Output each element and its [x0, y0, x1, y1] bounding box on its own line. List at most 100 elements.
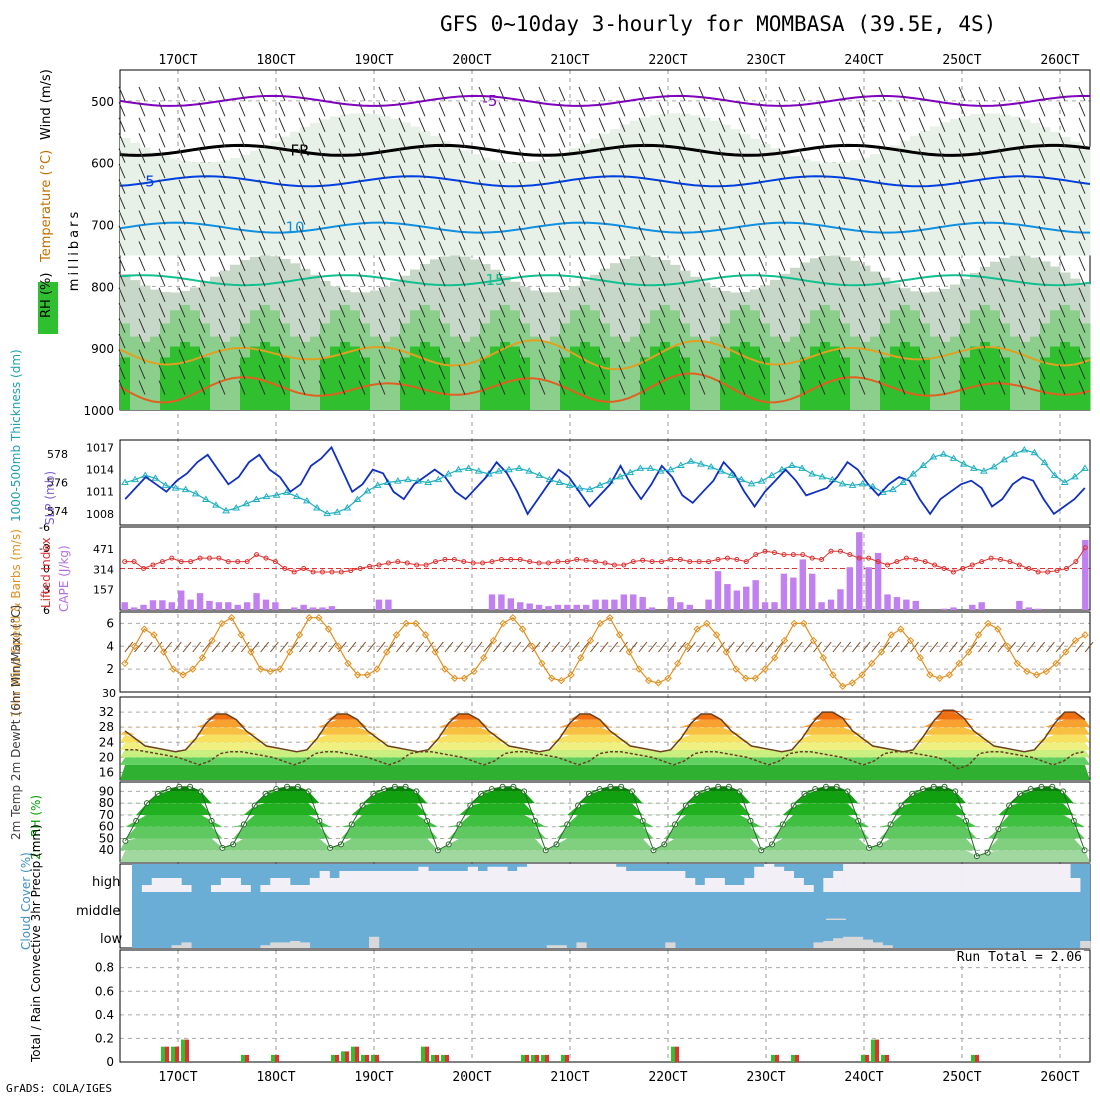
- cloud-category-labels: high middle low: [76, 875, 123, 947]
- rh-band-mid: [470, 259, 481, 410]
- wind-barb: [638, 380, 646, 395]
- cloud-cell: [833, 871, 844, 892]
- precip-convective-bar: [165, 1046, 169, 1062]
- wind-barb: [698, 318, 706, 333]
- wind-barb: [658, 333, 666, 349]
- li-point: [254, 552, 260, 558]
- wind-barb: [198, 303, 206, 318]
- wind-barb: [158, 241, 166, 256]
- isotherm-line: [119, 175, 1091, 188]
- wind-barb: [238, 163, 246, 179]
- wind-barb: [238, 333, 246, 349]
- wind-barb: [118, 148, 126, 163]
- label-rh: RH (%): [39, 273, 54, 318]
- wind-barb: [318, 349, 326, 364]
- wind-barb: [318, 318, 326, 333]
- precip-total-bar: [361, 1054, 365, 1062]
- rh-band-low: [570, 148, 581, 256]
- rh2m-point: [122, 837, 129, 844]
- wind-barb: [858, 102, 866, 117]
- wind-barb: [578, 163, 586, 179]
- wind-barb: [378, 256, 386, 272]
- cape-bar: [790, 577, 797, 610]
- thickness-point: [858, 479, 867, 487]
- slp-tick-label: 1017: [86, 441, 114, 454]
- cloud-cell: [1040, 864, 1051, 892]
- surface-wind-barb: [493, 641, 502, 653]
- wind-barb: [978, 380, 986, 395]
- cape-bar: [733, 590, 741, 610]
- wind-barb: [1038, 86, 1046, 102]
- wind-barb: [198, 349, 206, 364]
- wind-barb: [198, 163, 206, 179]
- cloud-cell: [556, 945, 567, 948]
- wind-barb: [738, 349, 746, 364]
- li-point: [282, 566, 288, 571]
- wind-barb: [538, 287, 546, 303]
- wind-barb: [178, 256, 186, 272]
- cloud-cell: [546, 864, 557, 892]
- wind-barb: [798, 86, 806, 102]
- wind-barb: [118, 349, 126, 364]
- wind-barb: [378, 210, 386, 225]
- wind-barb: [358, 272, 366, 287]
- wind-barb: [838, 179, 846, 194]
- rh-band-low: [300, 127, 311, 256]
- wind-barb: [338, 225, 346, 241]
- wind-barb: [238, 272, 246, 287]
- wind-barb: [958, 272, 966, 287]
- wind-barb: [558, 179, 566, 194]
- wind-barb: [138, 287, 146, 303]
- surface-wind-barb: [599, 641, 609, 653]
- wind-barb: [358, 241, 366, 256]
- wind-barb: [678, 163, 686, 179]
- precip-total-bar: [861, 1054, 865, 1062]
- wind-barb: [138, 333, 146, 349]
- wind-barb: [458, 303, 466, 318]
- rh-band-low: [230, 157, 241, 256]
- surface-wind-barb: [366, 641, 376, 653]
- rh-band-saturated: [1040, 357, 1051, 410]
- wind-barb: [298, 194, 306, 210]
- wind-barb: [458, 210, 466, 225]
- wind-barb: [998, 117, 1006, 133]
- precip-total-bar: [561, 1054, 565, 1062]
- wind-barb: [818, 179, 826, 194]
- wind-barb: [118, 364, 126, 380]
- slp-tick-label: 1014: [86, 464, 114, 477]
- rh-band-low: [770, 148, 781, 256]
- wind-barb: [418, 380, 426, 395]
- precip-total-bar: [671, 1046, 675, 1062]
- wind-barb: [678, 133, 686, 148]
- cape-bar: [1025, 607, 1032, 610]
- wind-barb: [518, 148, 526, 163]
- wind-barb: [698, 163, 706, 179]
- surface-wind-barb: [890, 641, 900, 653]
- surface-wind-barb: [861, 641, 871, 653]
- wind-barb: [798, 102, 806, 117]
- wind-barb: [278, 133, 286, 148]
- wind-barb: [198, 333, 206, 349]
- wind-barb: [518, 256, 526, 272]
- rh-band-mid: [620, 258, 631, 410]
- wind-barb: [898, 102, 906, 117]
- wind-barb: [998, 287, 1006, 303]
- wind-barb: [758, 225, 766, 241]
- wind-barb: [998, 241, 1006, 256]
- wind-barb: [518, 380, 526, 395]
- rh-band-saturated: [580, 342, 591, 410]
- cloud-cell: [813, 942, 824, 948]
- wind-barb: [658, 179, 666, 194]
- precip-total-bar: [371, 1054, 375, 1062]
- cape-bar: [856, 532, 863, 610]
- wind-barb: [818, 86, 826, 102]
- cloud-cell: [783, 871, 795, 892]
- rh-band-saturated: [240, 357, 251, 410]
- wind-barb: [338, 333, 346, 349]
- wind-barb: [338, 133, 346, 148]
- wind-barb: [498, 163, 506, 179]
- wind-barb: [938, 380, 946, 395]
- wind-barb: [638, 133, 646, 148]
- wind-barb: [798, 364, 806, 380]
- wind-barb: [678, 364, 686, 380]
